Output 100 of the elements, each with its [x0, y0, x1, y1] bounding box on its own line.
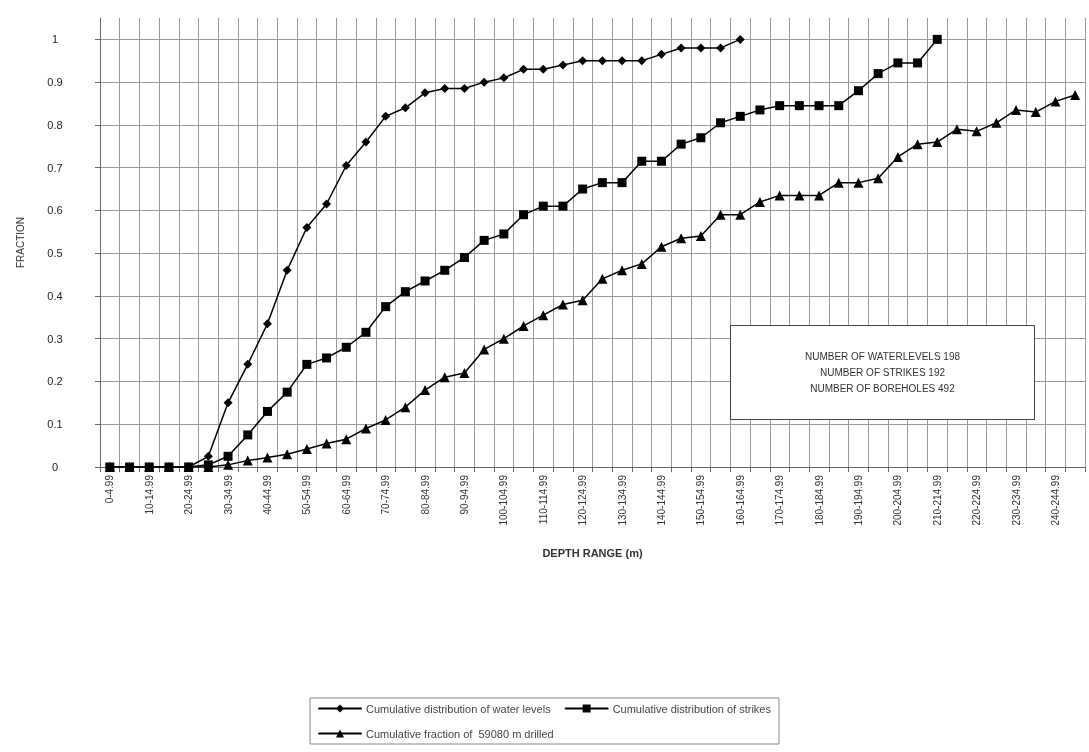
point	[676, 139, 686, 149]
point	[302, 223, 312, 233]
x-tick-label: 240-244.99	[1049, 474, 1061, 526]
point	[716, 43, 726, 53]
point	[754, 196, 765, 207]
legend-label: Cumulative distribution of water levels	[366, 702, 552, 715]
point	[420, 276, 430, 286]
point	[479, 344, 490, 355]
point	[656, 49, 666, 59]
point	[499, 73, 509, 83]
legend-label: Cumulative fraction of 59080 m drilled	[366, 727, 554, 740]
x-tick-label: 80-84.99	[419, 474, 431, 515]
point	[774, 190, 785, 201]
y-tick-label: 0	[51, 461, 59, 473]
y-tick-label: 0.3	[47, 332, 63, 345]
point	[597, 178, 607, 188]
x-tick-label: 140-144.99	[655, 474, 667, 526]
point	[322, 353, 332, 363]
point	[597, 56, 607, 66]
point	[1050, 96, 1061, 107]
point	[499, 229, 509, 239]
point	[420, 385, 431, 396]
x-tick-label: 70-74.99	[380, 474, 392, 515]
point	[676, 233, 687, 244]
point	[322, 199, 332, 209]
point	[223, 459, 234, 470]
point	[498, 333, 509, 344]
x-tick-label: 20-24.99	[183, 474, 195, 515]
point	[853, 177, 864, 188]
x-tick-label: 200-204.99	[892, 474, 904, 526]
note-box: NUMBER OF WATERLEVELS 198 NUMBER OF STRIKES 192 NUMBER OF BOREHOLES 492	[730, 325, 1035, 420]
point	[360, 423, 371, 434]
point	[637, 156, 647, 166]
point	[341, 342, 351, 352]
y-tick-label: 0.1	[47, 418, 63, 431]
point	[932, 34, 942, 44]
x-tick-label: 30-34.99	[222, 474, 234, 515]
x-tick-label: 50-54.99	[301, 474, 313, 515]
x-axis-title: DEPTH RANGE (m)	[542, 546, 643, 559]
x-tick-label: 120-124.99	[577, 474, 589, 526]
point	[853, 86, 863, 96]
x-tick-label: 160-164.99	[734, 474, 746, 526]
point	[558, 60, 568, 70]
point	[735, 209, 746, 220]
point	[341, 434, 352, 445]
point	[321, 438, 332, 449]
y-tick-label: 0.4	[47, 289, 63, 302]
point	[459, 252, 469, 262]
point	[814, 101, 824, 111]
x-tick-label: 150-154.99	[695, 474, 707, 526]
point	[637, 56, 647, 66]
y-tick-label: 0.7	[47, 161, 63, 174]
point	[617, 265, 628, 276]
point	[538, 64, 548, 74]
point	[1011, 104, 1022, 115]
point	[656, 156, 666, 166]
y-axis-title: FRACTION	[14, 216, 26, 269]
point	[873, 69, 883, 79]
point	[538, 201, 548, 211]
point	[597, 273, 608, 284]
x-tick-label: 220-224.99	[971, 474, 983, 526]
point	[203, 451, 213, 461]
point	[578, 56, 588, 66]
point	[893, 58, 903, 68]
point	[361, 137, 371, 147]
y-tick-label: 0.6	[47, 204, 63, 217]
point	[834, 101, 844, 111]
x-tick-label: 10-14.99	[143, 474, 155, 515]
x-tick-label: 60-64.99	[340, 474, 352, 515]
point	[794, 190, 805, 201]
point	[440, 84, 450, 94]
x-tick-label: 0-4.99	[104, 474, 116, 504]
point	[459, 367, 470, 378]
y-tick-label: 1	[51, 33, 59, 46]
point	[913, 58, 923, 68]
point	[400, 402, 411, 413]
y-tick-label: 0.9	[47, 76, 63, 89]
x-tick-label: 230-234.99	[1010, 474, 1022, 526]
legend-label: Cumulative distribution of strikes	[612, 702, 772, 715]
point	[735, 34, 745, 44]
point	[578, 184, 588, 194]
point	[223, 451, 233, 461]
point	[833, 177, 844, 188]
point	[243, 359, 253, 369]
point	[656, 241, 667, 252]
point	[775, 101, 785, 111]
point	[932, 137, 943, 148]
y-tick-label: 0.2	[47, 375, 63, 388]
x-tick-label: 130-134.99	[616, 474, 628, 526]
point	[636, 258, 647, 269]
point	[912, 139, 923, 150]
point	[400, 287, 410, 297]
point	[991, 117, 1002, 128]
point	[302, 359, 312, 369]
point	[971, 126, 982, 137]
point	[242, 455, 253, 466]
point	[301, 444, 312, 455]
x-tick-label: 100-104.99	[498, 474, 510, 526]
point	[518, 320, 529, 331]
point	[577, 295, 588, 306]
